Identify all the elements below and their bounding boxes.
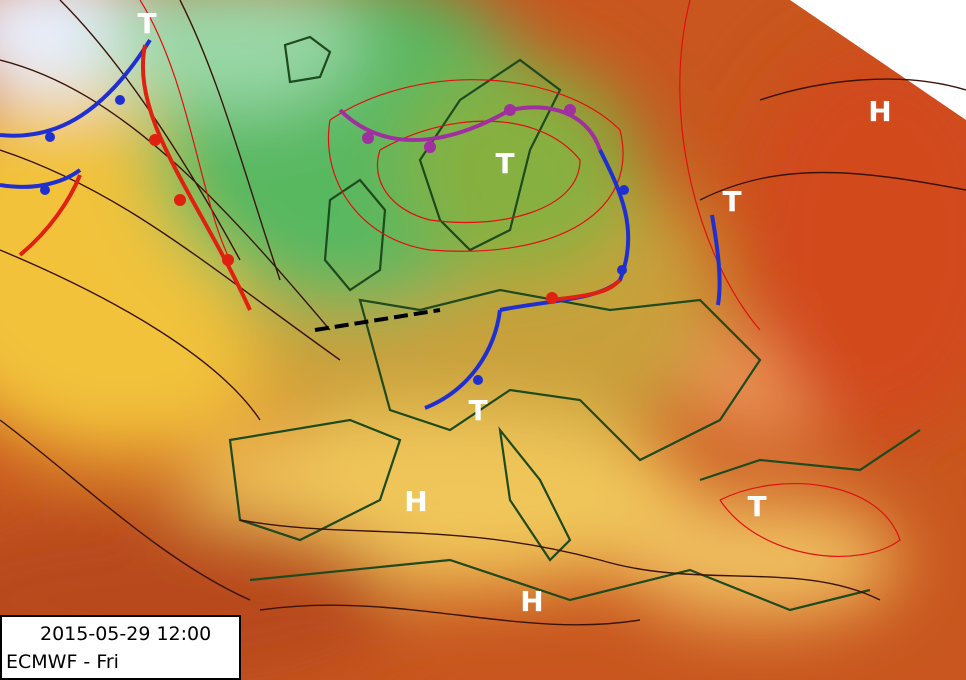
low-label: T <box>468 394 487 427</box>
low-label: T <box>495 147 514 180</box>
model-label: ECMWF - Fri <box>6 651 119 673</box>
coastlines <box>228 35 921 612</box>
high-label: H <box>520 585 543 618</box>
isotherms <box>139 0 901 557</box>
high-label: H <box>868 95 891 128</box>
high-label: H <box>404 485 427 518</box>
low-label: T <box>137 7 156 40</box>
info-box: 2015-05-29 12:00 ECMWF - Fri <box>0 615 241 680</box>
low-label: T <box>722 185 741 218</box>
low-label: T <box>747 490 766 523</box>
datetime: 2015-05-29 12:00 <box>40 623 211 645</box>
pressure-centers: T T T T T H H H <box>137 7 891 618</box>
fronts <box>0 38 722 410</box>
